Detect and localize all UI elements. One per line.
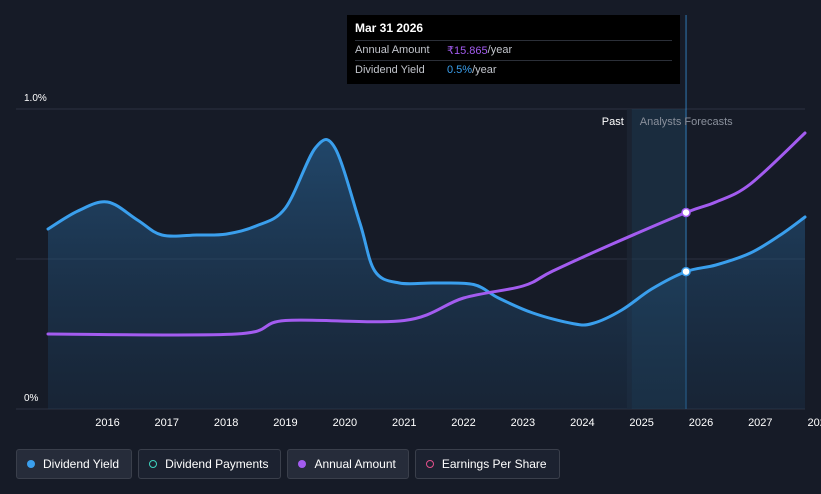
- dividend-payments-dot-icon: [149, 460, 158, 468]
- x-tick-label: 2019: [273, 417, 297, 429]
- tooltip-annual-value: ₹15.865: [447, 45, 488, 57]
- x-tick-label: 2025: [629, 417, 653, 429]
- analysts-forecasts-label: Analysts Forecasts: [640, 116, 733, 128]
- x-tick-label: 2017: [155, 417, 179, 429]
- annual-amount-highlight-point: [681, 207, 691, 218]
- x-tick-label: 2023: [511, 417, 535, 429]
- x-tick-label: 2021: [392, 417, 416, 429]
- annual-amount-dot-icon: [298, 460, 307, 468]
- legend-label: Dividend Yield: [43, 457, 120, 471]
- chart-legend: Dividend Yield Dividend Payments Annual …: [16, 449, 560, 479]
- x-tick-label: 2028: [808, 417, 821, 429]
- y-tick-label: 0%: [24, 393, 39, 404]
- past-label: Past: [602, 116, 624, 128]
- x-tick-label: 2026: [689, 417, 713, 429]
- past-boundary-band: [626, 109, 632, 409]
- annual-amount-line: [46, 131, 807, 337]
- legend-earnings-per-share[interactable]: Earnings Per Share: [414, 449, 560, 479]
- legend-dividend-yield[interactable]: Dividend Yield: [16, 449, 133, 479]
- dividend-yield-dot-icon: [27, 460, 35, 468]
- tooltip-annual-row: Annual Amount ₹15.865/year: [355, 40, 672, 60]
- dividend-chart: 1.0% 0% 2016 2017 2018 2019 2020 2021 2022 2023 20…: [16, 15, 821, 429]
- x-tick-label: 2027: [748, 417, 772, 429]
- earnings-per-share-dot-icon: [425, 460, 434, 468]
- x-tick-label: 2022: [451, 417, 475, 429]
- x-tick-label: 2024: [570, 417, 594, 429]
- legend-label: Earnings Per Share: [441, 457, 547, 471]
- tooltip-annual-label: Annual Amount: [355, 44, 430, 56]
- tooltip-yield-value: 0.5%: [447, 64, 473, 76]
- dividend-yield-highlight-point: [681, 266, 691, 277]
- tooltip-date: Mar 31 2026: [355, 21, 424, 35]
- x-tick-label: 2018: [214, 417, 238, 429]
- chart-tooltip: Mar 31 2026 Annual Amount ₹15.865/year D…: [347, 15, 680, 84]
- dividend-yield-area: [48, 139, 805, 409]
- tooltip-annual-unit: /year: [487, 44, 513, 56]
- dividend-yield-line: [46, 138, 807, 327]
- legend-dividend-payments[interactable]: Dividend Payments: [138, 449, 282, 479]
- x-tick-label: 2016: [95, 417, 119, 429]
- legend-annual-amount[interactable]: Annual Amount: [287, 449, 409, 479]
- tooltip-yield-label: Dividend Yield: [355, 64, 425, 76]
- legend-label: Dividend Payments: [165, 457, 269, 471]
- legend-label: Annual Amount: [314, 457, 396, 471]
- tooltip-yield-row: Dividend Yield 0.5%/year: [355, 60, 672, 79]
- x-tick-label: 2020: [333, 417, 357, 429]
- tooltip-yield-unit: /year: [472, 64, 497, 76]
- y-tick-label: 1.0%: [24, 93, 47, 104]
